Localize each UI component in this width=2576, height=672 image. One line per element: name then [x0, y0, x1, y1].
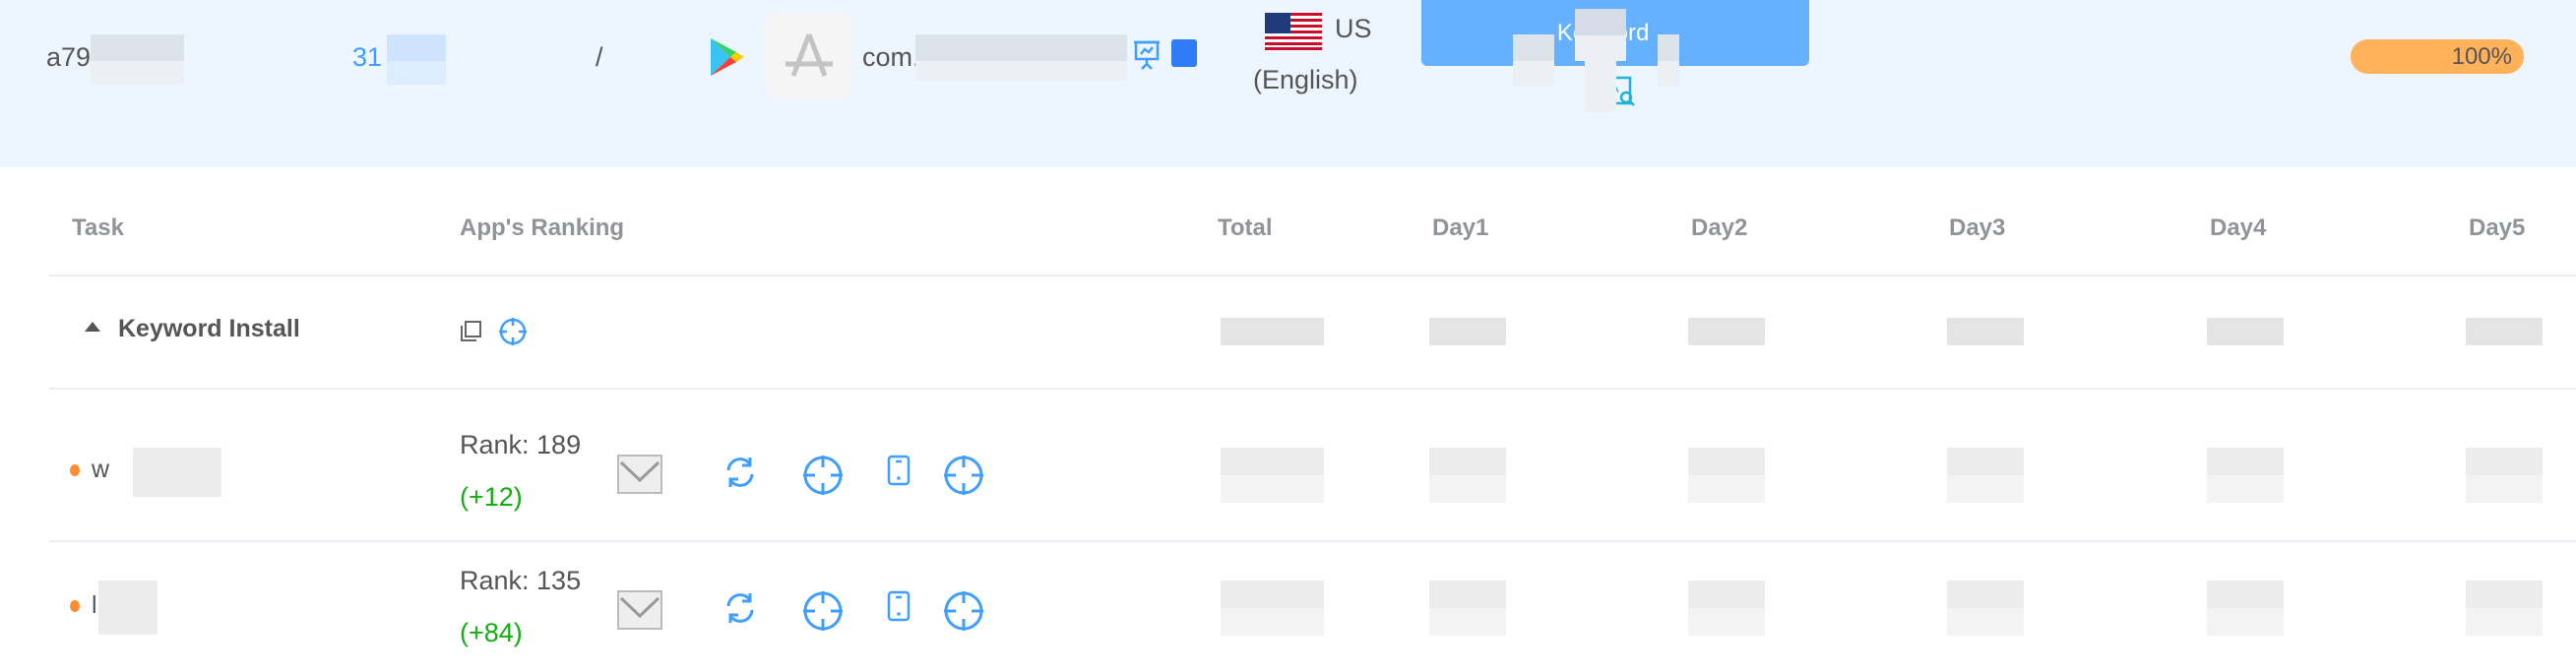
status-dot	[70, 600, 80, 612]
app-store-icon	[766, 13, 852, 99]
redacted-cell	[1429, 580, 1506, 608]
target-icon[interactable]	[943, 590, 984, 632]
redacted-cell	[1947, 475, 2024, 503]
redacted-cell	[1688, 475, 1765, 503]
rank-change: (+12)	[460, 482, 523, 512]
progress-bar: 100%	[2351, 39, 2524, 74]
package-name: com.	[862, 42, 920, 72]
redacted-cell	[1221, 318, 1324, 345]
rank-value: Rank: 135	[460, 566, 582, 595]
account-name: a79	[46, 42, 92, 72]
group-label: Keyword Install	[118, 315, 300, 342]
col-ranking: App's Ranking	[460, 214, 625, 241]
us-flag-icon	[1265, 13, 1322, 50]
country-label: US	[1335, 14, 1372, 43]
col-total: Total	[1218, 214, 1273, 241]
google-play-icon	[709, 37, 746, 77]
ranking-chart-icon[interactable]	[617, 455, 662, 494]
presentation-chart-icon[interactable]	[1132, 39, 1162, 71]
redacted-cell	[2207, 580, 2284, 608]
refresh-icon[interactable]	[723, 455, 757, 490]
redacted-cell	[2466, 448, 2543, 475]
rank-change: (+84)	[460, 618, 523, 647]
keyword-text: l	[92, 591, 97, 619]
col-day2: Day2	[1691, 214, 1748, 241]
redacted-cell	[2466, 318, 2543, 345]
redacted-cell	[1947, 580, 2024, 608]
redacted-cell	[2207, 318, 2284, 345]
redacted-cell	[1947, 608, 2024, 636]
col-day3: Day3	[1949, 214, 2006, 241]
col-day5: Day5	[2469, 214, 2526, 241]
order-id-link[interactable]: 31	[352, 42, 383, 72]
redacted-cell	[1429, 318, 1506, 345]
redacted-cell	[2466, 475, 2543, 503]
col-day1: Day1	[1432, 214, 1489, 241]
status-dot	[70, 464, 80, 476]
redacted-cell	[1221, 580, 1324, 608]
redacted-cell	[2207, 448, 2284, 475]
language-label: (English)	[1253, 65, 1358, 94]
redacted-cell	[2466, 608, 2543, 636]
progress-label: 100%	[2451, 43, 2512, 70]
target-icon[interactable]	[943, 455, 984, 496]
redacted-cell	[1688, 608, 1765, 636]
redacted-cell	[1429, 448, 1506, 475]
collapse-triangle-icon[interactable]	[85, 322, 100, 332]
copy-icon[interactable]	[459, 320, 482, 343]
redacted-cell	[1947, 318, 2024, 345]
redacted-cell	[2466, 580, 2543, 608]
rank-value: Rank: 189	[460, 430, 582, 459]
col-day4: Day4	[2210, 214, 2267, 241]
redacted-cell	[1947, 448, 2024, 475]
target-icon[interactable]	[498, 317, 528, 346]
redacted-cell	[2207, 475, 2284, 503]
col-task: Task	[72, 214, 124, 241]
badge-icon[interactable]	[1171, 39, 1197, 67]
redacted-cell	[1688, 318, 1765, 345]
redacted-cell	[1688, 448, 1765, 475]
redacted-cell	[1221, 475, 1324, 503]
phone-icon[interactable]	[886, 455, 911, 486]
redacted-cell	[1221, 448, 1324, 475]
target-icon[interactable]	[802, 455, 844, 496]
ranking-chart-icon[interactable]	[617, 590, 662, 630]
separator: /	[596, 42, 603, 72]
redacted-cell	[1429, 475, 1506, 503]
refresh-icon[interactable]	[723, 590, 757, 626]
redacted-cell	[1429, 608, 1506, 636]
redacted-cell	[1688, 580, 1765, 608]
keyword-text: w	[92, 456, 110, 483]
redacted-cell	[1221, 608, 1324, 636]
phone-icon[interactable]	[886, 590, 911, 622]
redacted-cell	[2207, 608, 2284, 636]
target-icon[interactable]	[802, 590, 844, 632]
